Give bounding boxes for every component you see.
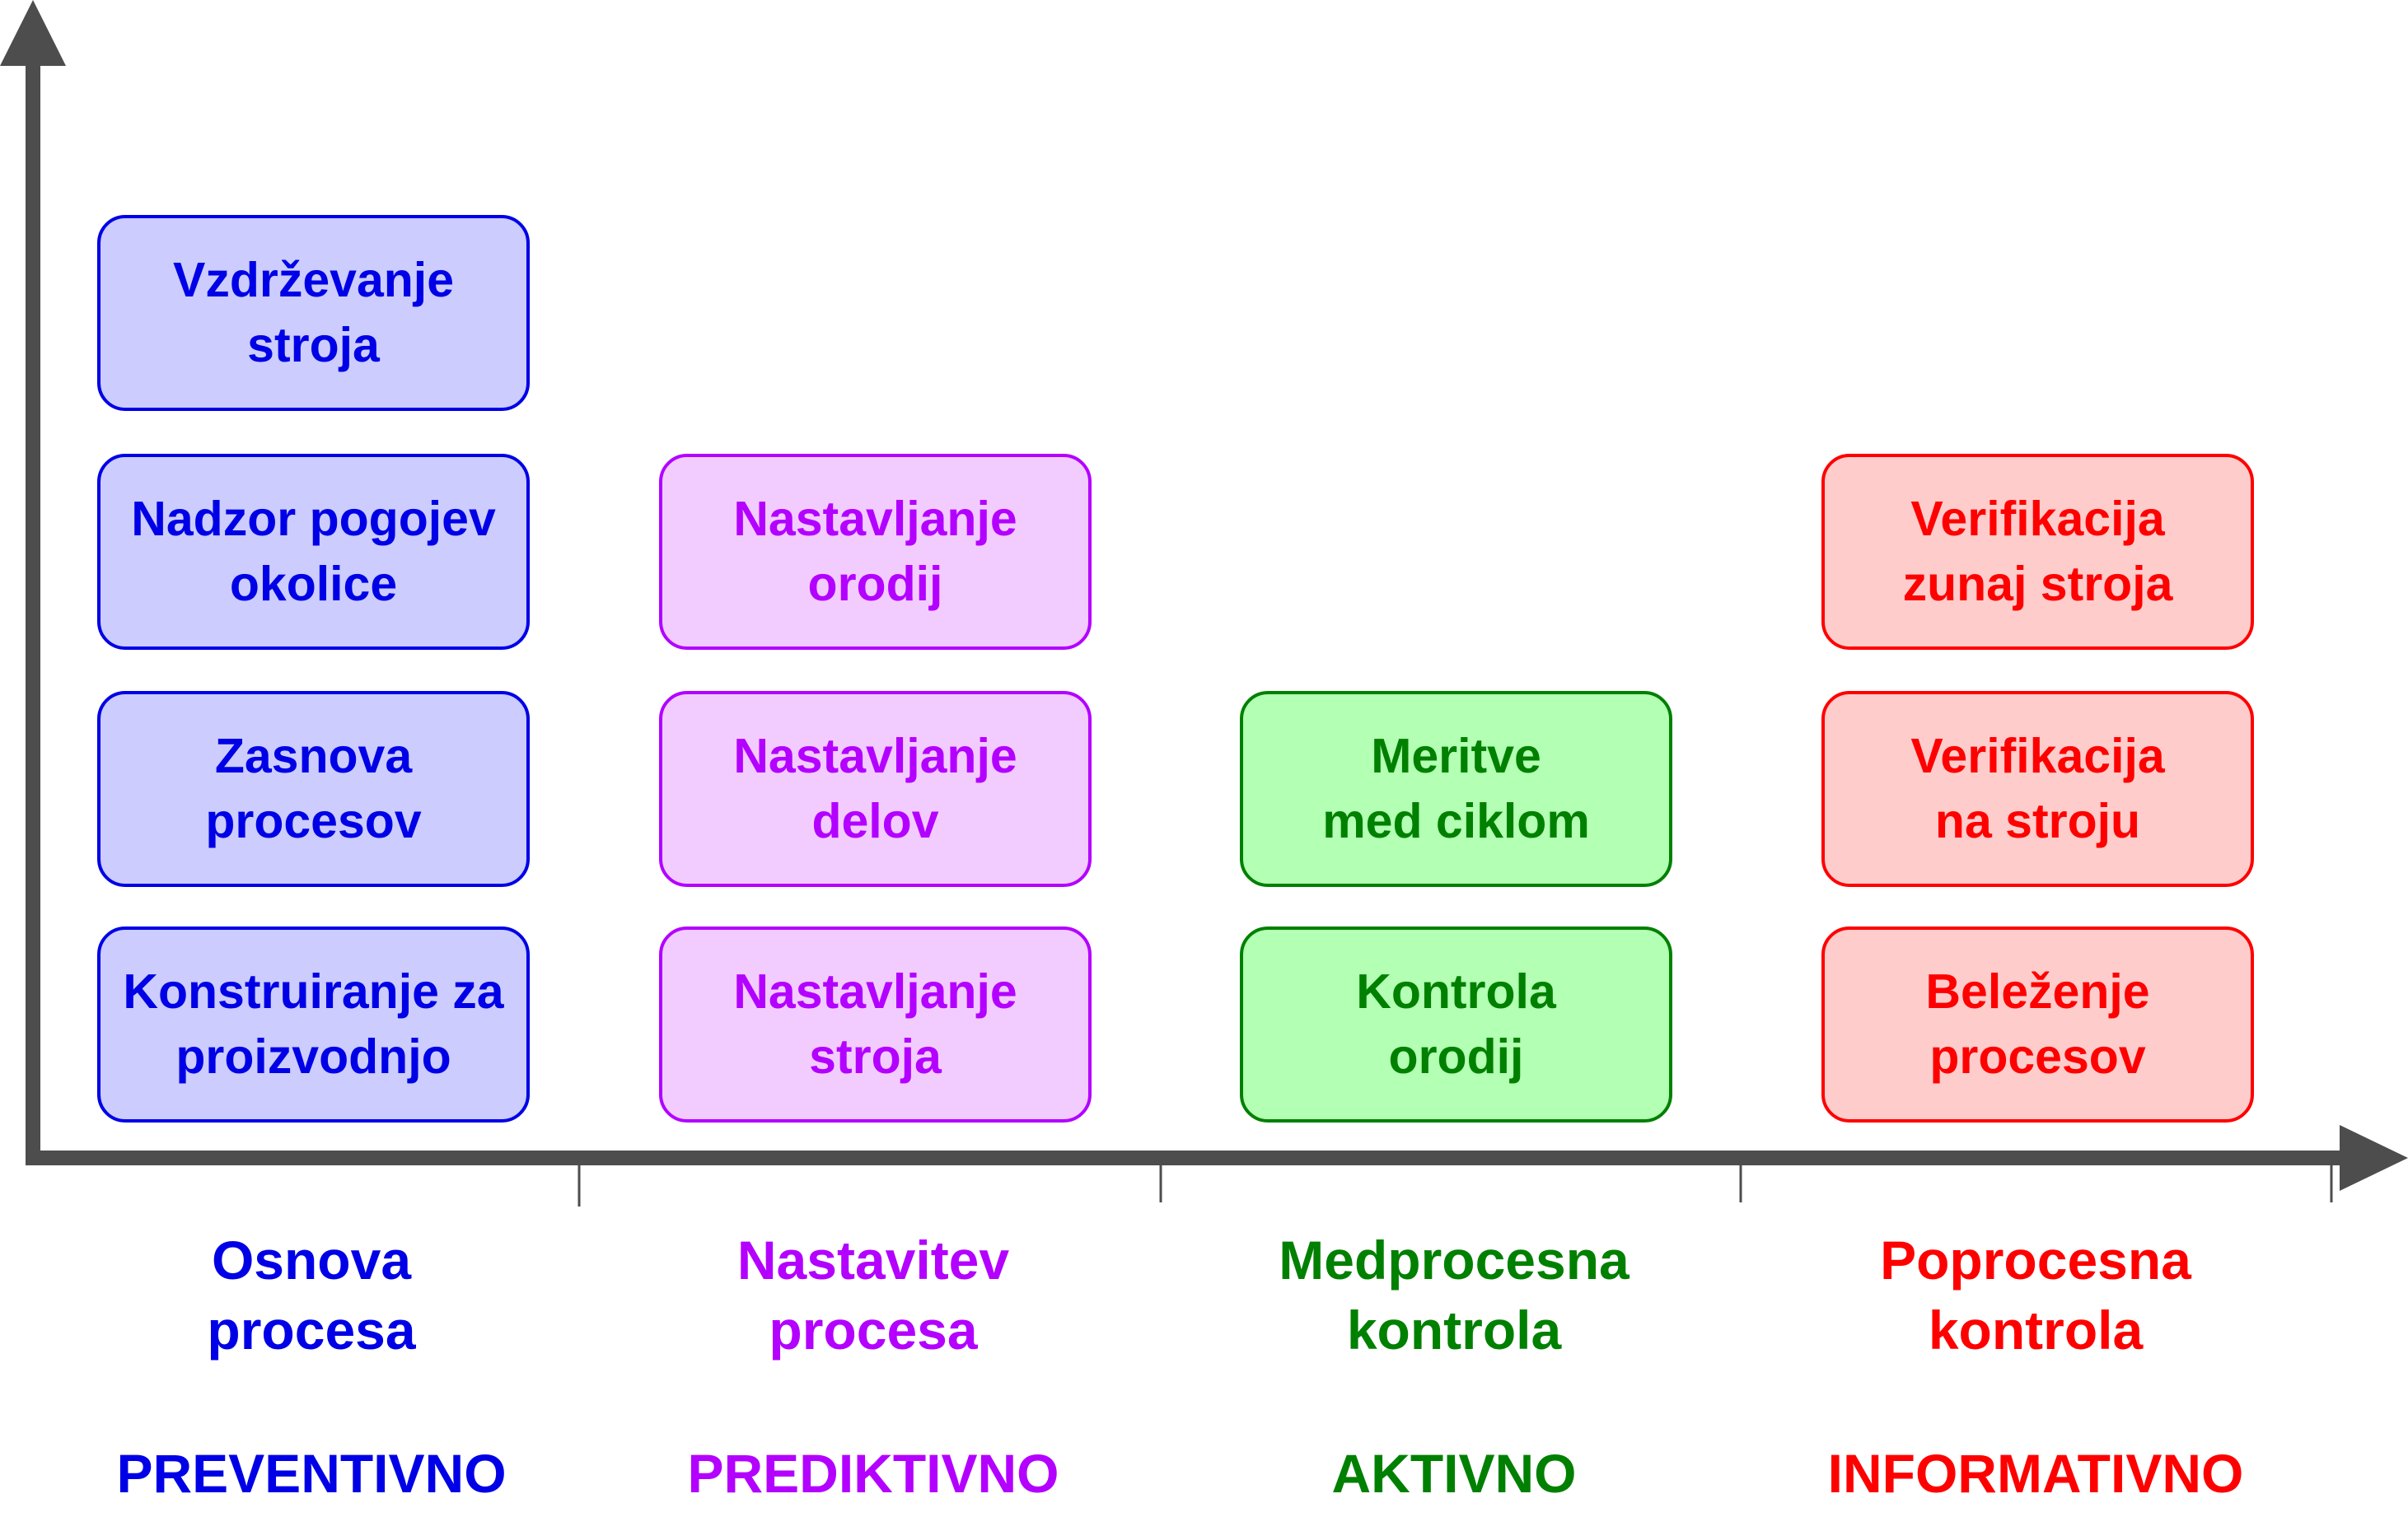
category-label-nastavitev-procesa: Nastavitev procesa — [736, 1230, 1010, 1361]
box-nastavljanje-stroja: Nastavljanje stroja — [659, 927, 1092, 1123]
type-label-aktivno: AKTIVNO — [1331, 1443, 1577, 1504]
x-axis-arrowhead — [2340, 1125, 2408, 1191]
box-zasnova-procesov: Zasnova procesov — [97, 691, 530, 887]
box-verifikacija-na-stroju: Verifikacija na stroju — [1821, 691, 2254, 887]
box-vzdrzevanje-stroja: Vzdrževanje stroja — [97, 215, 530, 411]
category-label-medprocesna-kontrola: Medprocesna kontrola — [1279, 1230, 1629, 1361]
box-belezenje-procesov: Beleženje procesov — [1821, 927, 2254, 1123]
box-meritve-med-ciklom: Meritve med ciklom — [1240, 691, 1672, 887]
type-label-prediktivno: PREDIKTIVNO — [687, 1443, 1059, 1504]
box-kontrola-orodij: Kontrola orodij — [1240, 927, 1672, 1123]
box-nadzor-pogojev-okolice: Nadzor pogojev okolice — [97, 454, 530, 650]
type-label-informativno: INFORMATIVNO — [1827, 1443, 2244, 1504]
y-axis-arrowhead — [0, 0, 66, 66]
box-nastavljanje-orodij: Nastavljanje orodij — [659, 454, 1092, 650]
box-nastavljanje-delov: Nastavljanje delov — [659, 691, 1092, 887]
category-label-osnova-procesa: Osnova procesa — [207, 1230, 416, 1361]
type-label-preventivno: PREVENTIVNO — [116, 1443, 507, 1504]
box-verifikacija-zunaj-stroja: Verifikacija zunaj stroja — [1821, 454, 2254, 650]
category-label-poprocesna-kontrola: Poprocesna kontrola — [1880, 1230, 2191, 1361]
box-konstruiranje-za-proizvodnjo: Konstruiranje za proizvodnjo — [97, 927, 530, 1123]
